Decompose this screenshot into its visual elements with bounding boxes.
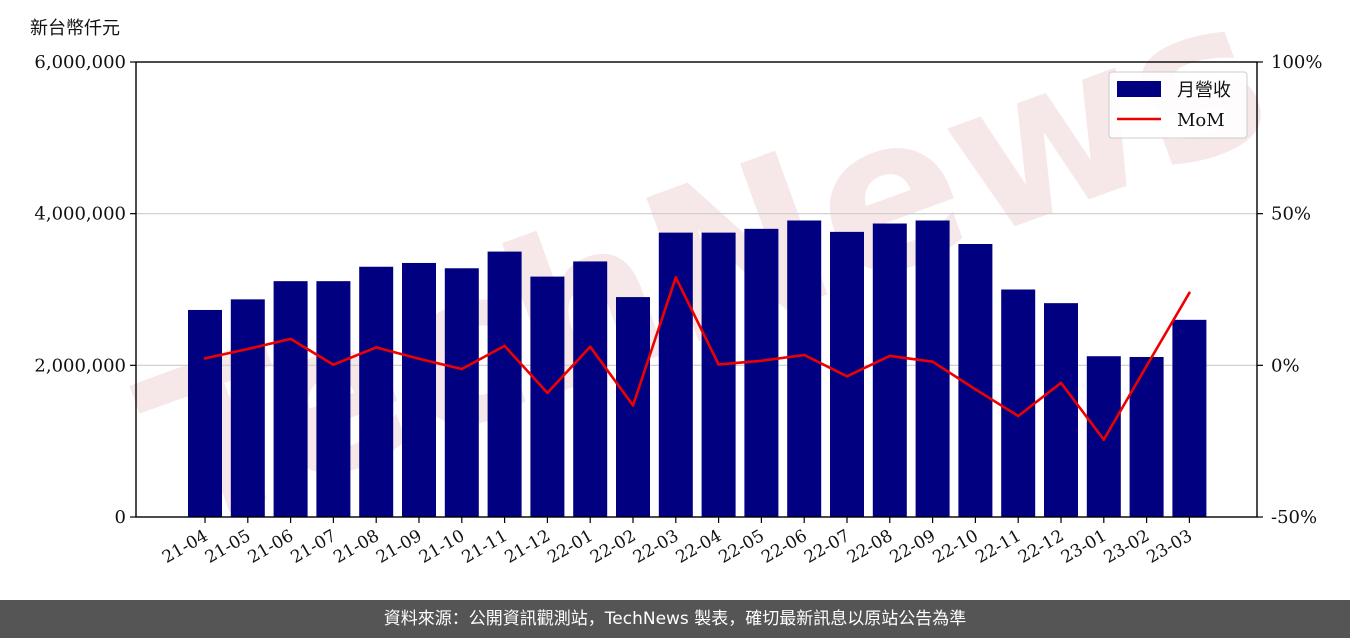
mom-point-21-05	[246, 347, 250, 351]
bar-23-02	[1129, 356, 1164, 517]
bar-22-11	[1001, 289, 1036, 517]
x-tick-label-22-07: 22-07	[801, 526, 853, 568]
x-tick-label-23-01: 23-01	[1058, 526, 1110, 568]
bar-21-09	[402, 262, 436, 517]
mom-point-22-02	[631, 404, 635, 407]
mom-point-22-03	[674, 276, 678, 279]
x-tick-label-21-08: 21-08	[330, 526, 382, 568]
bar-23-03	[1172, 319, 1207, 517]
mom-point-22-09	[931, 360, 934, 363]
x-tick-label-22-11: 22-11	[972, 526, 1024, 568]
plot-frame	[135, 61, 1258, 518]
bar-22-04	[701, 232, 736, 517]
y-axis-unit-label: 新台幣仟元	[30, 18, 120, 39]
bar-22-08	[872, 223, 907, 517]
mom-point-22-08	[888, 354, 892, 358]
right-tick-label-3: 100%	[1271, 52, 1322, 73]
x-tick-label-22-02: 22-02	[587, 526, 639, 568]
chart-area: 新台幣仟元 TechNews02,000,0004,000,0006,000,0…	[30, 0, 1322, 577]
mom-point-21-08	[374, 346, 378, 349]
x-tick-label-22-12: 22-12	[1015, 526, 1067, 568]
left-tick-label-1: 2,000,000	[34, 355, 126, 376]
bar-21-11	[487, 251, 522, 518]
chart-svg: TechNews02,000,0004,000,0006,000,000-50%…	[34, 0, 1322, 577]
bar-22-05	[744, 228, 779, 518]
x-tick-label-22-06: 22-06	[758, 526, 810, 568]
legend-swatch-bar	[1117, 81, 1161, 97]
legend-label-mom: MoM	[1177, 110, 1225, 131]
bar-22-03	[658, 232, 693, 517]
x-tick-label-21-12: 21-12	[501, 526, 553, 568]
left-tick-label-0: 0	[115, 507, 126, 528]
mom-point-23-03	[1188, 291, 1191, 295]
x-tick-label-22-09: 22-09	[887, 526, 939, 568]
mom-point-21-12	[546, 391, 549, 395]
right-tick-label-2: 50%	[1271, 204, 1311, 225]
mom-point-21-07	[332, 363, 335, 367]
x-tick-label-23-03: 23-03	[1143, 526, 1195, 568]
bar-22-12	[1044, 303, 1078, 517]
x-tick-label-22-03: 22-03	[630, 526, 682, 568]
bar-21-07	[316, 281, 351, 517]
bar-23-01	[1086, 356, 1121, 517]
bar-21-04	[188, 309, 222, 517]
mom-point-23-02	[1145, 364, 1148, 368]
x-tick-label-21-09: 21-09	[373, 526, 425, 568]
left-tick-label-2: 4,000,000	[34, 204, 126, 225]
x-tick-label-23-02: 23-02	[1101, 526, 1153, 568]
mom-point-21-09	[417, 357, 421, 360]
bar-21-05	[230, 299, 265, 517]
right-tick-label-1: 0%	[1271, 355, 1300, 376]
bar-21-12	[530, 276, 565, 517]
bar-21-08	[359, 266, 394, 517]
legend: 月營收 MoM	[1108, 71, 1248, 139]
x-tick-label-22-05: 22-05	[715, 526, 767, 568]
x-tick-label-21-10: 21-10	[416, 526, 468, 568]
mom-point-22-01	[588, 345, 592, 349]
x-tick-label-22-08: 22-08	[844, 526, 896, 568]
mom-point-22-11	[1016, 414, 1020, 418]
bar-22-02	[616, 297, 650, 517]
mom-point-22-12	[1059, 381, 1063, 385]
left-tick-label-3: 6,000,000	[34, 52, 126, 73]
source-footer: 資料來源：公開資訊觀測站，TechNews 製表，確切最新訊息以原站公告為準	[0, 600, 1350, 638]
bar-22-07	[830, 231, 864, 517]
x-tick-label-22-04: 22-04	[673, 526, 725, 568]
mom-line	[204, 276, 1191, 441]
bar-22-01	[573, 261, 608, 517]
x-tick-label-22-10: 22-10	[929, 526, 981, 568]
legend-label-revenue: 月營收	[1177, 80, 1231, 101]
mom-point-22-04	[717, 363, 720, 366]
bar-22-06	[787, 220, 822, 517]
mom-point-21-11	[503, 344, 506, 348]
mom-point-22-05	[760, 359, 763, 363]
x-tick-label-22-01: 22-01	[544, 526, 596, 568]
mom-point-22-07	[845, 374, 849, 378]
mom-point-22-10	[974, 387, 977, 391]
mom-point-21-06	[289, 337, 292, 341]
mom-point-21-04	[203, 357, 207, 360]
mom-point-22-06	[802, 353, 806, 357]
x-tick-label-21-11: 21-11	[459, 526, 511, 568]
mom-point-23-01	[1102, 438, 1106, 441]
bar-21-10	[444, 268, 479, 517]
bar-21-06	[273, 281, 308, 517]
mom-point-21-10	[460, 367, 464, 371]
right-tick-label-0: -50%	[1271, 507, 1317, 528]
